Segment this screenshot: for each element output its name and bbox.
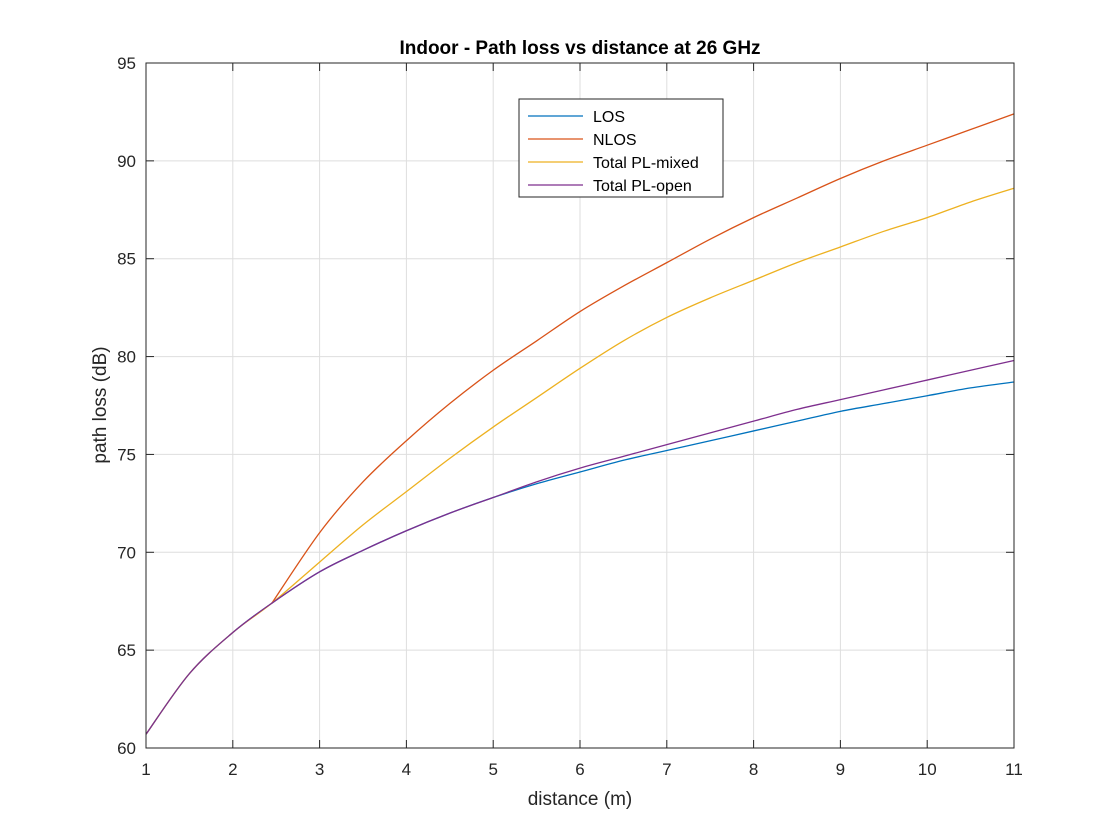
x-tick-label: 10 xyxy=(918,760,937,779)
series-line-nlos xyxy=(271,113,1015,604)
legend-label-total-pl-mixed: Total PL-mixed xyxy=(593,155,699,172)
x-tick-label: 11 xyxy=(1005,760,1023,779)
ticks: 1 2 3 4 5 6 7 8 9 10 11 60 65 70 75 80 85 90 95 xyxy=(117,54,1023,779)
series-group xyxy=(145,113,1015,735)
legend: LOS NLOS Total PL-mixed Total PL-open xyxy=(518,98,724,198)
legend-entries: LOS NLOS Total PL-mixed Total PL-open xyxy=(528,109,699,195)
y-axis-label: path loss (dB) xyxy=(90,346,111,463)
x-tick-label: 3 xyxy=(315,760,324,779)
x-tick-label: 1 xyxy=(141,760,150,779)
y-tick-label: 85 xyxy=(117,250,136,269)
x-tick-label: 6 xyxy=(575,760,584,779)
y-tick-label: 65 xyxy=(117,641,136,660)
legend-label-nlos: NLOS xyxy=(593,132,637,149)
x-tick-label: 9 xyxy=(836,760,845,779)
legend-label-total-pl-open: Total PL-open xyxy=(593,178,692,195)
series-line-total-pl-mixed xyxy=(145,187,1015,735)
y-tick-label: 60 xyxy=(117,739,136,758)
y-tick-label: 75 xyxy=(117,445,136,464)
x-tick-label: 2 xyxy=(228,760,237,779)
y-tick-label: 70 xyxy=(117,543,136,562)
legend-label-los: LOS xyxy=(593,109,625,126)
y-tick-label: 80 xyxy=(117,348,136,367)
chart-title: Indoor - Path loss vs distance at 26 GHz xyxy=(399,38,760,59)
legend-box xyxy=(518,98,724,198)
y-tick-label: 90 xyxy=(117,152,136,171)
y-tick-label: 95 xyxy=(117,54,136,73)
x-tick-label: 7 xyxy=(662,760,671,779)
x-tick-label: 4 xyxy=(402,760,411,779)
x-axis-label: distance (m) xyxy=(528,789,633,810)
series-line-total-pl-open xyxy=(145,359,1015,735)
x-tick-label: 5 xyxy=(488,760,497,779)
x-tick-label: 8 xyxy=(749,760,758,779)
